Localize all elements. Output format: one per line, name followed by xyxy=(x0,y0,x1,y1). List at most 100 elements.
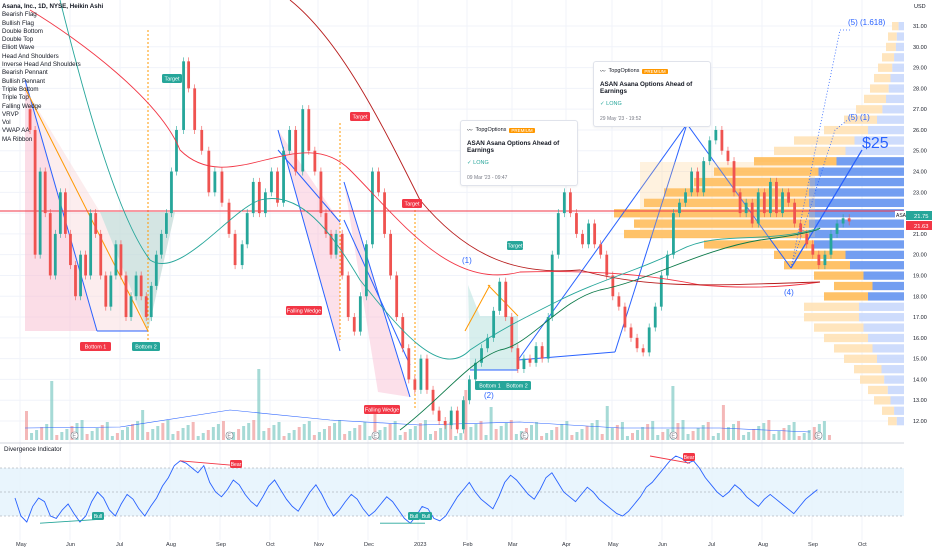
volume-bar xyxy=(80,420,84,440)
earnings-marker[interactable] xyxy=(814,431,823,440)
candle-body xyxy=(569,192,572,214)
indicator-item[interactable]: MA Ribbon xyxy=(2,135,33,143)
volume-profile-bar xyxy=(809,219,904,228)
indicator-item[interactable]: Bearish Flag xyxy=(2,11,37,19)
bottom1-tag[interactable] xyxy=(80,342,111,351)
candle-body xyxy=(94,213,98,234)
price-tick-label: 26.00 xyxy=(913,128,927,134)
indicator-item[interactable]: VWAP AA xyxy=(2,127,30,135)
volume-bar xyxy=(211,427,215,440)
indicator-item[interactable]: Triple Top xyxy=(2,94,29,102)
candle-body xyxy=(546,317,550,359)
volume-profile-bar xyxy=(814,271,864,280)
target-tag[interactable] xyxy=(162,74,182,83)
volume-bar xyxy=(338,420,342,440)
volume-bar xyxy=(368,436,372,440)
candle-body xyxy=(492,310,496,338)
divergence-tag[interactable] xyxy=(420,512,432,520)
card-title: ASAN Asana Options Ahead of Earnings xyxy=(600,81,693,95)
indicator-item[interactable]: Elliott Wave xyxy=(2,44,35,52)
last-price-tag[interactable] xyxy=(906,211,932,220)
volume-bar xyxy=(418,423,422,440)
volume-bar xyxy=(358,425,362,440)
indicator-item[interactable]: Double Top xyxy=(2,36,34,44)
candle-body xyxy=(665,254,669,276)
month-tick-label: Jul xyxy=(116,542,123,548)
candle-body xyxy=(528,358,532,363)
pattern-line xyxy=(487,284,519,317)
earnings-marker[interactable] xyxy=(225,431,234,440)
earnings-marker[interactable] xyxy=(70,431,79,440)
check-icon: ✓ xyxy=(600,101,605,107)
volume-bar xyxy=(499,426,503,440)
candle-body xyxy=(468,379,471,401)
volume-bar xyxy=(237,429,241,440)
candle-body xyxy=(762,192,766,214)
indicator-item[interactable]: VRVP xyxy=(2,110,19,118)
volume-bar xyxy=(25,411,28,440)
candle-body xyxy=(395,275,399,318)
candle-body xyxy=(540,346,544,359)
target-tag[interactable] xyxy=(507,241,523,250)
candle-body xyxy=(114,244,118,276)
month-tick-label: Jun xyxy=(66,542,75,548)
candle-body xyxy=(750,202,754,224)
volume-profile-bar xyxy=(863,271,904,280)
volume-profile-bar xyxy=(894,406,904,415)
indicator-item[interactable]: Bearish Pennant xyxy=(2,69,48,77)
indicator-item[interactable]: Double Bottom xyxy=(2,27,43,35)
earnings-marker[interactable] xyxy=(669,431,678,440)
indicator-item[interactable]: Triple Bottom xyxy=(2,85,39,93)
candle-body xyxy=(213,171,217,193)
volume-bar xyxy=(530,425,533,440)
candle-body xyxy=(522,358,526,370)
candle-body xyxy=(84,254,87,276)
target-tag[interactable] xyxy=(402,199,422,208)
symbol-title[interactable]: Asana, Inc., 1D, NYSE, Heikin Ashi xyxy=(2,3,104,10)
divergence-tag[interactable] xyxy=(408,512,420,520)
volume-bar xyxy=(141,410,145,440)
candle-body xyxy=(324,213,328,234)
second-price-tag[interactable] xyxy=(906,221,932,230)
indicator-item[interactable]: Inverse Head And Shoulders xyxy=(2,61,81,69)
candle-body xyxy=(282,150,285,203)
candle-body xyxy=(200,129,204,151)
volume-bar xyxy=(328,426,331,440)
price-tick-label: 23.00 xyxy=(913,190,927,196)
earnings-marker[interactable] xyxy=(371,431,380,440)
divergence-tag[interactable] xyxy=(230,460,242,468)
volume-bar xyxy=(216,424,220,440)
indicator-item[interactable]: Bullish Flag xyxy=(2,19,34,27)
volume-ma-line xyxy=(24,409,811,433)
candle-body xyxy=(431,389,435,411)
volume-bar xyxy=(721,405,725,440)
candle-body xyxy=(581,233,584,245)
volume-profile-bar xyxy=(845,146,904,156)
indicator-item[interactable]: Bullish Pennant xyxy=(2,77,45,85)
volume-bar xyxy=(282,436,286,440)
bottom2-tag[interactable] xyxy=(503,381,531,390)
volume-profile-bar xyxy=(809,177,904,187)
divergence-tag[interactable] xyxy=(683,453,695,461)
indicator-item[interactable]: Vol xyxy=(2,119,11,127)
volume-bar xyxy=(302,424,306,440)
candle-body xyxy=(79,254,82,297)
bottom1-tag[interactable] xyxy=(475,381,505,390)
idea-card-2[interactable]: 〰 TopgOptions PREMIUM ASAN Asana Options A… xyxy=(593,61,711,127)
idea-card-1[interactable]: 〰 TopgOptions PREMIUM ASAN Asana Options A… xyxy=(460,120,578,186)
target-tag[interactable] xyxy=(350,112,370,121)
volume-bar xyxy=(272,425,276,440)
candle-body xyxy=(768,181,772,214)
candle-body xyxy=(684,192,687,203)
falling-wedge-tag[interactable] xyxy=(364,405,400,414)
earnings-marker[interactable] xyxy=(520,431,529,440)
candle-body xyxy=(401,317,405,349)
bottom2-tag[interactable] xyxy=(132,342,160,351)
indicator-item[interactable]: Falling Wedge xyxy=(2,102,42,110)
candle-body xyxy=(443,421,447,426)
divergence-tag[interactable] xyxy=(92,512,104,520)
falling-wedge-tag[interactable] xyxy=(286,306,322,315)
volume-bar xyxy=(726,427,730,440)
indicator-item[interactable]: Head And Shoulders xyxy=(2,52,59,60)
